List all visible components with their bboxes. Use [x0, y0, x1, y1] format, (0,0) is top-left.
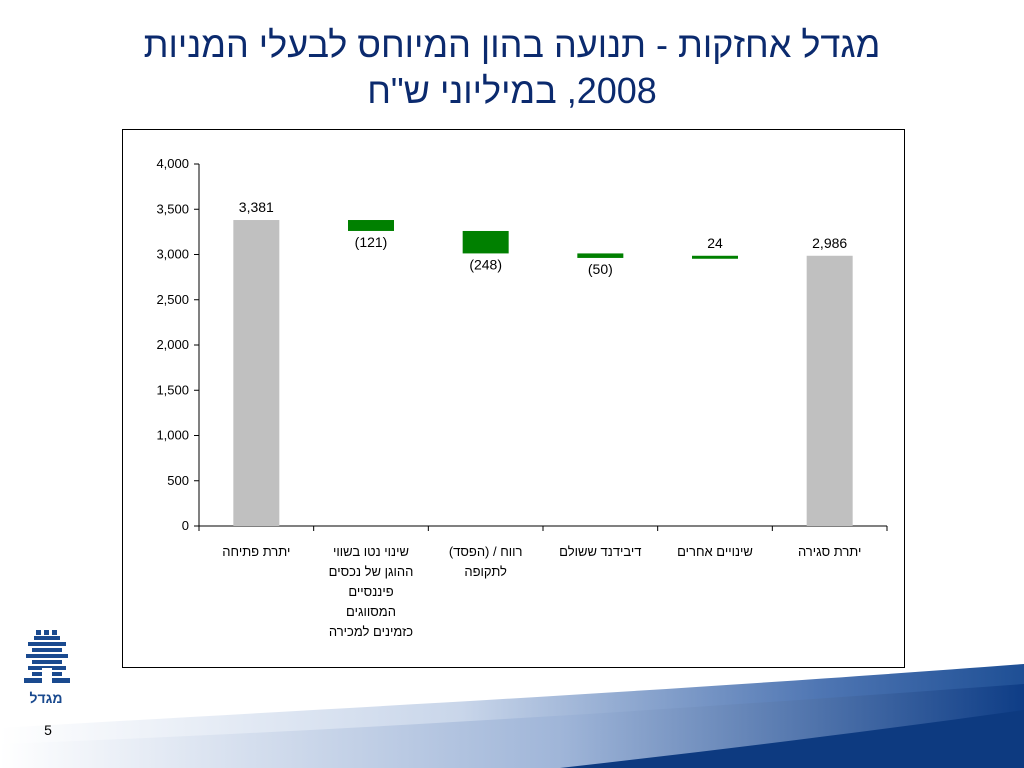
change-bar: [348, 220, 394, 231]
category-label-line: כזמינים למכירה: [329, 624, 413, 639]
data-label: (121): [355, 234, 388, 250]
y-tick-label: 2,500: [156, 292, 189, 307]
chart-frame: 0 500 1,000 1,500 2,000 2,500 3,000 3,500 4,000 3…: [122, 129, 905, 668]
change-bar: [692, 255, 738, 259]
data-label: 2,986: [812, 235, 847, 251]
background-swoosh: [0, 664, 1024, 768]
change-bar: [462, 230, 509, 254]
category-label: רווח / (הפסד) לתקופה: [449, 544, 523, 579]
waterfall-chart: 0 500 1,000 1,500 2,000 2,500 3,000 3,500 4,000 3…: [156, 156, 888, 639]
category-label: יתרת פתיחה: [222, 544, 290, 559]
data-label: 24: [707, 235, 723, 251]
data-label: 3,381: [239, 199, 274, 215]
slide-title: מגדל אחזקות - תנועה בהון המיוחס לבעלי המ…: [40, 22, 984, 114]
data-label: (50): [588, 261, 613, 277]
logo-text: מגדל: [29, 690, 63, 706]
migdal-tower-logo-icon: [24, 630, 70, 683]
category-label-line: המסווגים: [346, 604, 396, 619]
category-label: שינויים אחרים: [677, 544, 753, 559]
category-label-line: פיננסיים: [348, 584, 393, 599]
category-label-line: רווח / (הפסד): [449, 544, 523, 559]
total-bar: [806, 255, 853, 526]
y-tick-label: 0: [182, 518, 189, 533]
title-line-1: מגדל אחזקות - תנועה בהון המיוחס לבעלי המ…: [143, 24, 881, 65]
total-bar: [233, 220, 280, 526]
change-bar: [577, 253, 624, 258]
category-label: דיבידנד ששולם: [559, 544, 641, 559]
y-tick-label: 2,000: [156, 337, 189, 352]
category-label-line: שינוי נטו בשווי: [333, 544, 409, 559]
page-number: 5: [44, 722, 52, 738]
category-label-line: ההוגן של נכסים: [329, 564, 414, 579]
category-label-line: שינויים אחרים: [677, 544, 753, 559]
data-label: (248): [469, 256, 502, 272]
category-label-line: דיבידנד ששולם: [559, 544, 641, 559]
category-label: יתרת סגירה: [798, 544, 861, 559]
title-line-2: 2008, במיליוני ש"ח: [367, 70, 657, 111]
y-tick-label: 3,000: [156, 247, 189, 262]
category-label-line: יתרת סגירה: [798, 544, 861, 559]
category-label-line: לתקופה: [464, 564, 507, 579]
y-tick-label: 4,000: [156, 156, 189, 171]
category-label: שינוי נטו בשווי ההוגן של נכסים פיננסיים המס…: [329, 544, 414, 639]
y-tick-label: 500: [167, 473, 189, 488]
y-tick-label: 3,500: [156, 201, 189, 216]
category-label-line: יתרת פתיחה: [222, 544, 290, 559]
y-tick-label: 1,500: [156, 382, 189, 397]
y-tick-label: 1,000: [156, 428, 189, 443]
